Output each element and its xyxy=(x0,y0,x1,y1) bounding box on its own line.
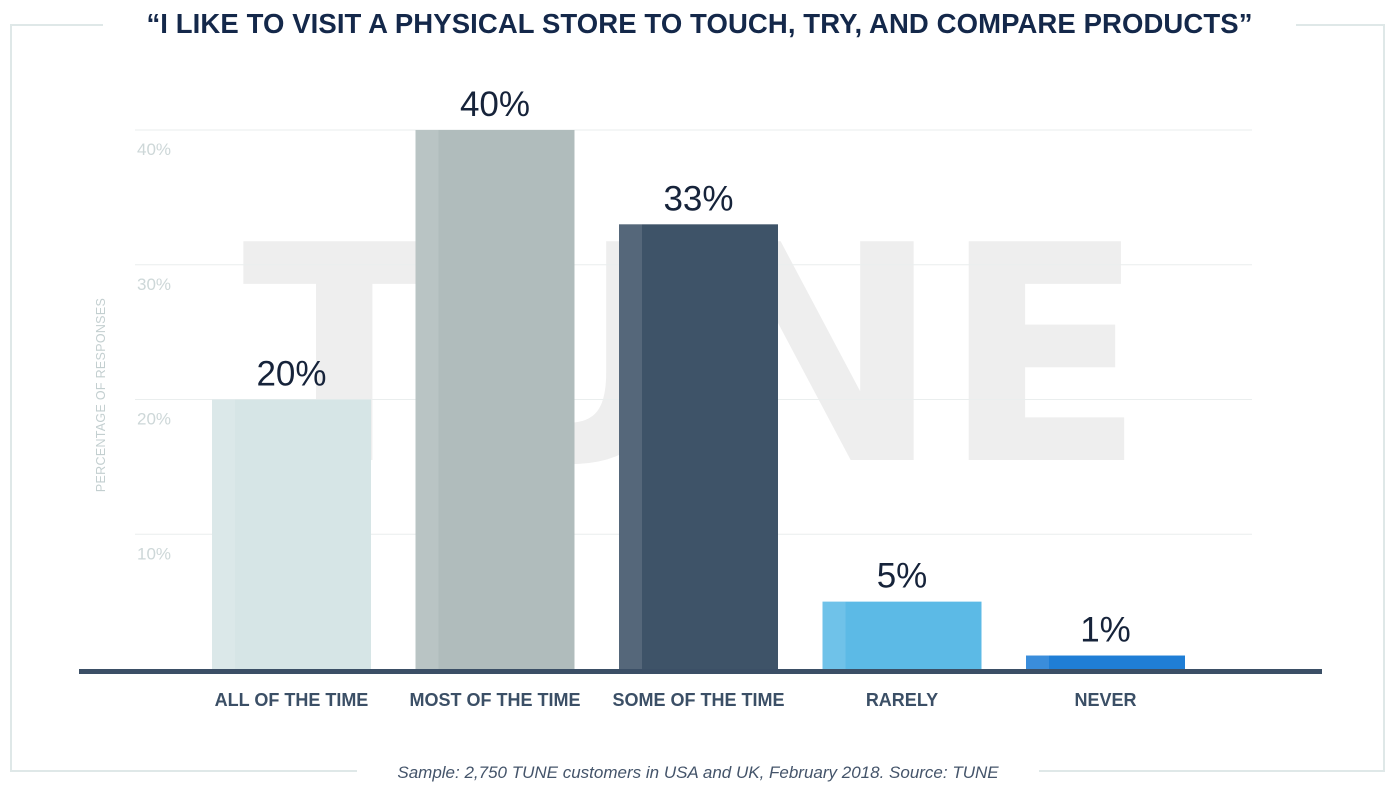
category-label: RARELY xyxy=(866,690,938,710)
bar xyxy=(1026,655,1185,669)
bar-highlight xyxy=(822,601,846,669)
value-label: 40% xyxy=(460,85,530,124)
y-tick-labels: 10% 20% 30% 40% xyxy=(137,140,171,563)
bars xyxy=(212,130,1185,669)
value-label: 5% xyxy=(877,557,928,596)
value-label: 33% xyxy=(663,179,733,218)
bar-highlight xyxy=(1026,655,1049,669)
footer-container: Sample: 2,750 TUNE customers in USA and … xyxy=(357,755,1039,791)
bar xyxy=(619,224,778,669)
value-label: 1% xyxy=(1080,611,1131,650)
chart-title: “I LIKE TO VISIT A PHYSICAL STORE TO TOU… xyxy=(146,8,1253,39)
y-tick-label: 30% xyxy=(137,275,171,294)
x-axis-line xyxy=(79,669,1322,674)
category-label: SOME OF THE TIME xyxy=(612,690,784,710)
value-label: 20% xyxy=(256,355,326,394)
y-tick-label: 10% xyxy=(137,544,171,563)
y-axis-label: PERCENTAGE OF RESPONSES xyxy=(94,298,108,492)
title-container: “I LIKE TO VISIT A PHYSICAL STORE TO TOU… xyxy=(103,0,1296,48)
bar-highlight xyxy=(415,130,439,669)
source-note: Sample: 2,750 TUNE customers in USA and … xyxy=(397,763,999,782)
y-tick-label: 40% xyxy=(137,140,171,159)
y-tick-label: 20% xyxy=(137,410,171,429)
bar-highlight xyxy=(212,399,235,669)
value-labels: 20% 40% 33% 5% 1% xyxy=(256,85,1130,650)
bar-highlight xyxy=(619,224,642,669)
category-label: ALL OF THE TIME xyxy=(215,690,369,710)
category-label: NEVER xyxy=(1074,690,1136,710)
bar xyxy=(212,399,371,669)
bar xyxy=(822,601,982,669)
category-labels: ALL OF THE TIME MOST OF THE TIME SOME OF T… xyxy=(215,690,1137,710)
category-label: MOST OF THE TIME xyxy=(410,690,581,710)
bar xyxy=(415,130,575,669)
